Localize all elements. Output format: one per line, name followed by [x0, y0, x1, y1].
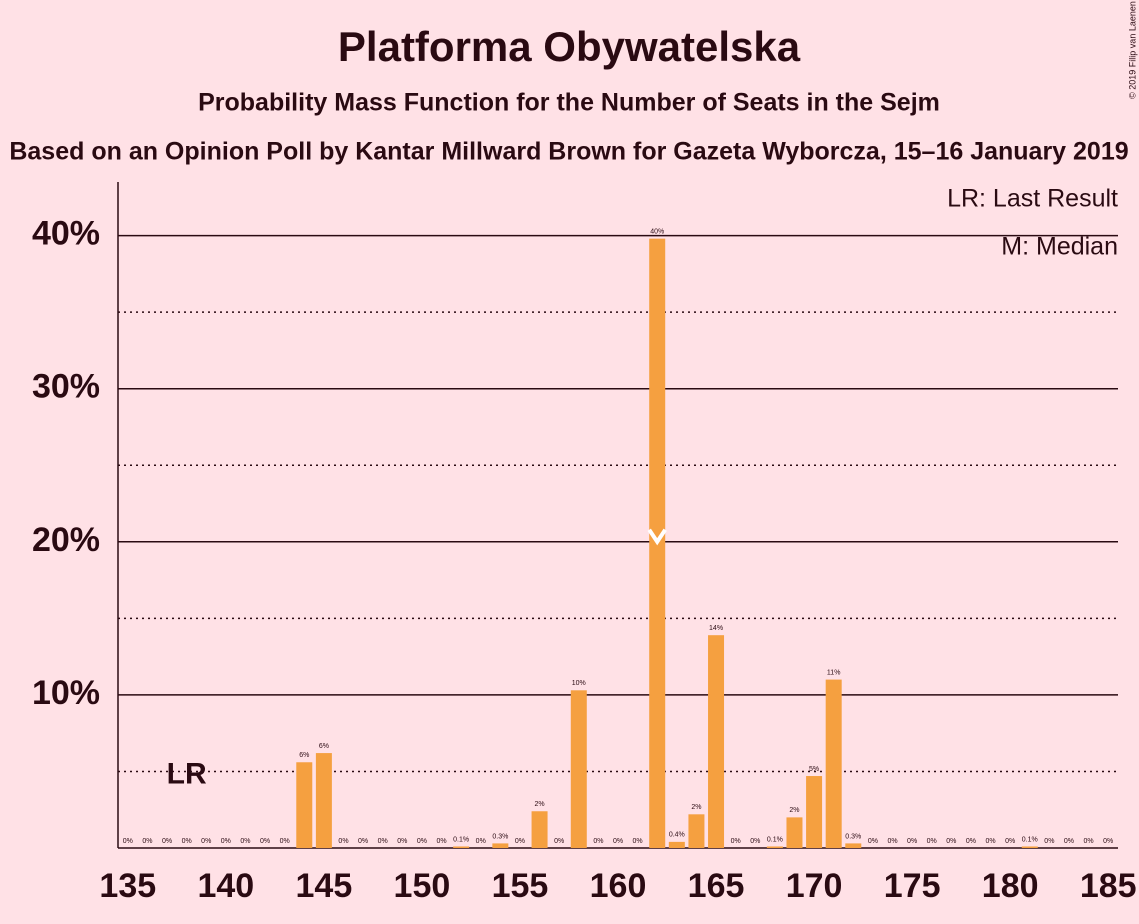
value-label: 0%: [593, 838, 603, 845]
x-tick-label: 155: [492, 867, 549, 905]
copyright: © 2019 Filip van Laenen: [1127, 1, 1137, 99]
value-label: 0%: [966, 838, 976, 845]
value-label: 0%: [476, 838, 486, 845]
value-label: 0.3%: [845, 833, 861, 840]
x-tick-label: 180: [982, 867, 1039, 905]
chart-title: Platforma Obywatelska: [338, 23, 801, 70]
value-label: 10%: [572, 680, 586, 687]
value-label: 0%: [162, 838, 172, 845]
x-tick-label: 145: [296, 867, 353, 905]
bar: [806, 776, 823, 848]
value-label: 2%: [691, 804, 701, 811]
x-tick-label: 170: [786, 867, 843, 905]
value-label: 0%: [123, 838, 133, 845]
value-label: 0%: [1005, 838, 1015, 845]
x-tick-label: 165: [688, 867, 745, 905]
value-label: 0%: [554, 838, 564, 845]
value-label: 0.1%: [767, 836, 783, 843]
value-label: 0%: [613, 838, 623, 845]
bar: [845, 843, 862, 848]
value-label: 0%: [985, 838, 995, 845]
value-label: 0%: [378, 838, 388, 845]
value-label: 0%: [260, 838, 270, 845]
value-label: 0%: [927, 838, 937, 845]
value-label: 0%: [182, 838, 192, 845]
value-label: 0%: [338, 838, 348, 845]
value-label: 0.3%: [492, 833, 508, 840]
value-label: 0.4%: [669, 832, 685, 839]
bar: [786, 817, 803, 848]
value-label: 40%: [650, 228, 664, 235]
value-label: 0%: [436, 838, 446, 845]
value-label: 0.1%: [453, 836, 469, 843]
value-label: 0%: [750, 838, 760, 845]
bar: [453, 846, 470, 848]
y-tick-label: 20%: [32, 521, 100, 559]
value-label: 0%: [240, 838, 250, 845]
value-label: 0%: [397, 838, 407, 845]
bar: [296, 762, 313, 848]
value-label: 0%: [887, 838, 897, 845]
value-label: 0%: [731, 838, 741, 845]
value-label: 0%: [280, 838, 290, 845]
y-tick-label: 30%: [32, 368, 100, 406]
bar: [766, 846, 783, 848]
value-label: 5%: [809, 766, 819, 773]
bar: [492, 843, 509, 848]
value-label: 0%: [358, 838, 368, 845]
x-tick-label: 175: [884, 867, 941, 905]
bar: [825, 679, 842, 848]
bar: [688, 814, 705, 848]
value-label: 11%: [827, 669, 841, 676]
chart-subtitle: Based on an Opinion Poll by Kantar Millw…: [9, 138, 1128, 166]
chart-subtitle: Probability Mass Function for the Number…: [198, 89, 940, 117]
bar: [708, 635, 725, 848]
value-label: 0%: [1084, 838, 1094, 845]
x-tick-label: 185: [1080, 867, 1137, 905]
y-tick-label: 40%: [32, 215, 100, 253]
bar: [668, 841, 685, 848]
bar: [570, 690, 587, 848]
value-label: 0%: [201, 838, 211, 845]
y-tick-label: 10%: [32, 674, 100, 712]
x-tick-label: 160: [590, 867, 647, 905]
x-tick-label: 150: [394, 867, 451, 905]
value-label: 0%: [417, 838, 427, 845]
value-label: 0.1%: [1022, 836, 1038, 843]
value-label: 0%: [1064, 838, 1074, 845]
x-tick-label: 135: [99, 867, 156, 905]
value-label: 2%: [789, 807, 799, 814]
x-tick-label: 140: [197, 867, 254, 905]
value-label: 14%: [709, 625, 723, 632]
legend-entry: M: Median: [1001, 233, 1118, 261]
value-label: 0%: [1103, 838, 1113, 845]
value-label: 2%: [535, 801, 545, 808]
value-label: 6%: [319, 743, 329, 750]
last-result-label: LR: [167, 757, 207, 790]
value-label: 0%: [142, 838, 152, 845]
median-marker: [647, 528, 667, 546]
legend-entry: LR: Last Result: [947, 185, 1118, 213]
bar: [1021, 846, 1038, 848]
value-label: 0%: [946, 838, 956, 845]
value-label: 0%: [868, 838, 878, 845]
bar: [531, 811, 548, 848]
value-label: 0%: [515, 838, 525, 845]
value-label: 0%: [907, 838, 917, 845]
value-label: 0%: [633, 838, 643, 845]
bar: [315, 753, 332, 848]
value-label: 0%: [221, 838, 231, 845]
value-label: 0%: [1044, 838, 1054, 845]
value-label: 6%: [299, 752, 309, 759]
